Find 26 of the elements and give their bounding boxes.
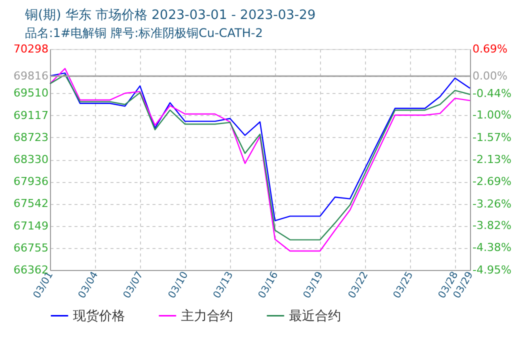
chart-title: 铜(期) 华东 市场价格 2023-03-01 - 2023-03-29 xyxy=(24,8,316,23)
y-tick-label: 69510 xyxy=(14,86,48,100)
y2-tick-label: -4.95% xyxy=(472,264,512,276)
legend-label: 现货价格 xyxy=(73,308,125,324)
chart-subtitle: 品名:1#电解铜 牌号:标准阴极铜Cu-CATH-2 xyxy=(25,26,263,40)
y-tick-label: 67149 xyxy=(14,219,48,232)
y-tick-label: 68330 xyxy=(14,153,48,166)
y-tick-label: 67936 xyxy=(14,175,48,188)
y2-tick-label: -4.38% xyxy=(472,241,512,254)
y2-tick-label: -2.13% xyxy=(472,153,512,166)
y2-tick-label: 0.00% xyxy=(472,70,508,83)
y-tick-label: 66755 xyxy=(14,241,48,254)
y-tick-label: 69816 xyxy=(14,70,48,83)
y-tick-label: 68723 xyxy=(14,130,48,144)
y2-tick-label: 0.69% xyxy=(472,42,508,56)
y2-tick-label: -3.82% xyxy=(472,219,512,232)
y2-tick-label: -3.26% xyxy=(472,197,512,210)
y2-tick-label: -1.57% xyxy=(472,131,512,144)
legend-label: 最近合约 xyxy=(289,308,341,324)
y2-tick-label: -1.00% xyxy=(472,108,512,122)
y2-tick-label: -2.69% xyxy=(472,174,512,188)
y-tick-label: 69117 xyxy=(14,108,48,122)
y-tick-label: 70298 xyxy=(14,42,48,56)
y2-tick-label: -0.44% xyxy=(472,86,512,100)
legend-label: 主力合约 xyxy=(181,308,233,324)
y-tick-label: 67542 xyxy=(14,197,48,210)
